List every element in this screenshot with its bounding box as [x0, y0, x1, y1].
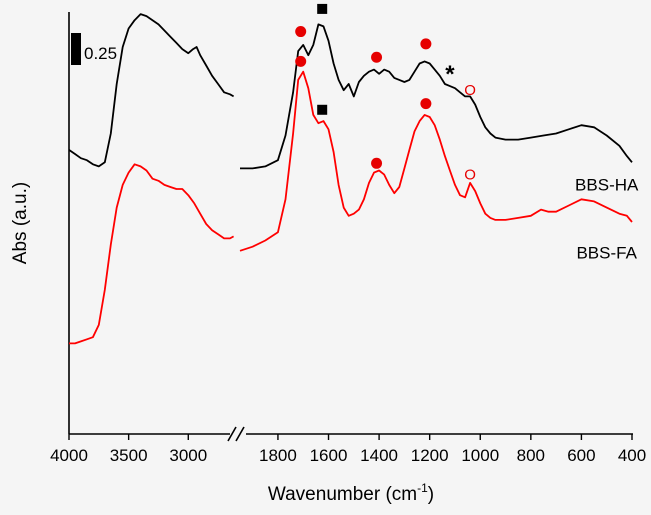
scale-bar: 0.25 [71, 33, 117, 65]
scale-bar-label: 0.25 [84, 44, 117, 63]
x-tick-label: 1000 [461, 446, 499, 465]
y-axis-title: Abs (a.u.) [10, 182, 31, 264]
peak-marker-circle [371, 51, 383, 63]
peak-marker-circle [420, 38, 432, 50]
series-line-bbs-ha-seg1 [240, 23, 633, 170]
series-line-bbs-fa-seg0 [69, 163, 235, 345]
scale-bar-rect [71, 33, 81, 65]
series-label-bbs-fa: BBS-FA [576, 243, 637, 262]
peak-marker-square [317, 104, 328, 115]
peak-marker-circle [295, 26, 307, 38]
x-tick-label: 4000 [50, 446, 88, 465]
series-label-bbs-ha: BBS-HA [575, 175, 639, 194]
x-tick-label: 600 [567, 446, 595, 465]
x-tick-label: 1400 [360, 446, 398, 465]
peak-marker-ring: O [464, 82, 476, 99]
x-axis-title-main: Wavenumber (cm [268, 484, 417, 505]
x-axis-title-tail: ) [428, 484, 434, 505]
x-axis-title: Wavenumber (cm-1) [268, 481, 434, 505]
peak-marker-asterisk: * [445, 61, 455, 88]
x-tick-label: 400 [618, 446, 646, 465]
axis-break-mark [227, 426, 245, 442]
x-tick-label: 3000 [169, 446, 207, 465]
peak-marker-circle [371, 157, 383, 169]
peak-marker-ring: O [464, 167, 476, 184]
peak-marker-circle [420, 98, 432, 110]
series-group [68, 13, 633, 345]
series-labels: BBS-HA BBS-FA [575, 175, 639, 262]
series-line-bbs-ha-seg0 [68, 13, 235, 168]
peak-marker-square [317, 3, 328, 14]
x-tick-label: 1800 [259, 446, 297, 465]
series-line-bbs-fa-seg1 [239, 70, 633, 252]
x-tick-label: 1200 [411, 446, 449, 465]
x-tick-label: 3500 [110, 446, 148, 465]
x-ticks: 4000 3500 3000 1800 1600 1400 1200 1000 800 600 40… [50, 434, 646, 465]
x-axis-title-sup: -1 [417, 481, 428, 495]
peak-marker-circle [295, 55, 307, 67]
x-tick-label: 1600 [310, 446, 348, 465]
x-tick-label: 800 [517, 446, 545, 465]
axes [68, 12, 633, 442]
peak-markers: * O O [295, 3, 476, 184]
